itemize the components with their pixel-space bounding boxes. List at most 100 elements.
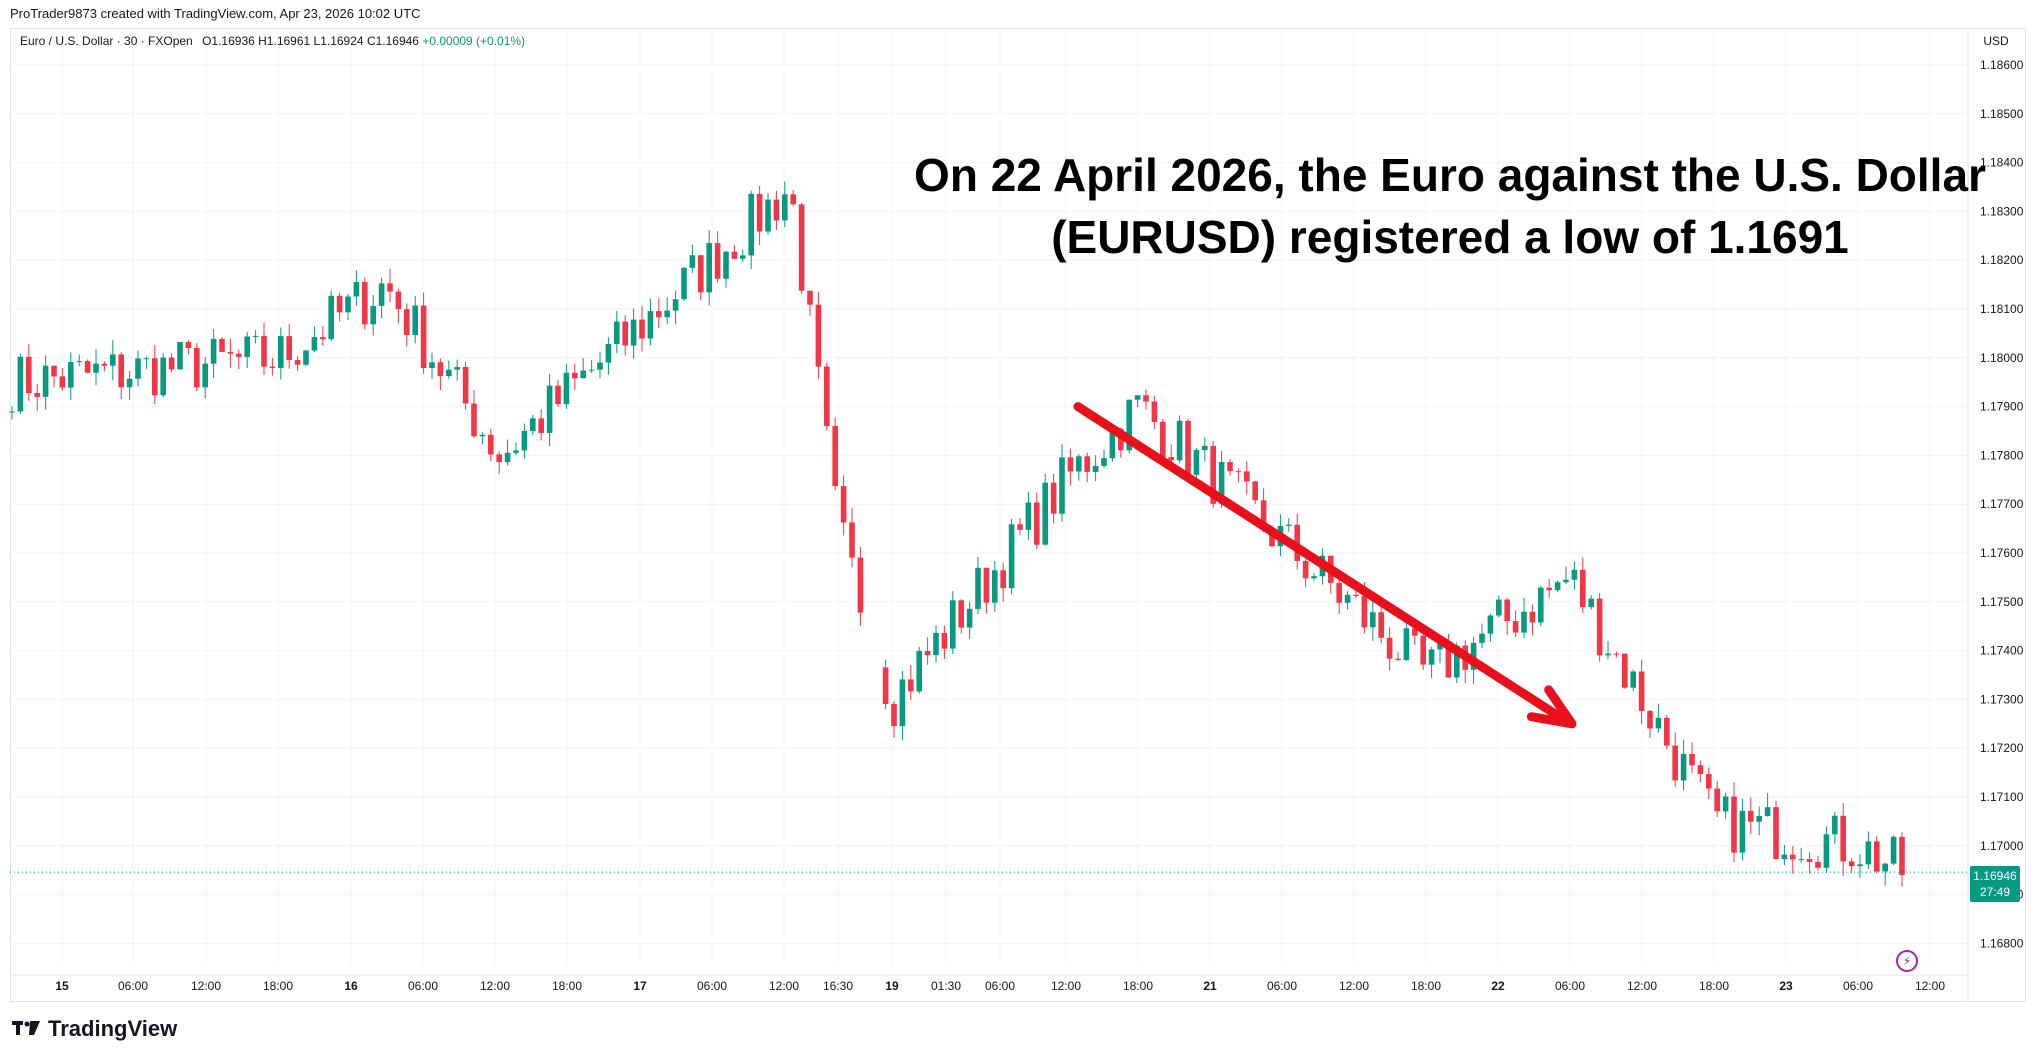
candle-body <box>1605 653 1611 656</box>
candle-body <box>1563 579 1569 583</box>
candle-body <box>1706 774 1712 789</box>
candle-body <box>555 385 561 405</box>
candle-body <box>1655 717 1662 729</box>
candle-body <box>446 369 452 377</box>
chart-frame <box>10 28 2026 1002</box>
x-tick-label: 18:00 <box>1411 979 1441 993</box>
symbol-name[interactable]: Euro / U.S. Dollar · 30 · FXOpen <box>20 34 193 48</box>
candle-body <box>1092 465 1099 472</box>
candle-body <box>1151 401 1158 422</box>
candle-body <box>1773 807 1779 860</box>
candle-body <box>488 434 494 455</box>
candle-body <box>1378 612 1384 638</box>
candle-body <box>1521 611 1527 633</box>
candle-body <box>1361 596 1368 628</box>
candle-body <box>1176 420 1183 461</box>
candle-body <box>639 319 645 339</box>
candle-body <box>1260 500 1267 529</box>
candle-body <box>1118 428 1124 451</box>
candle-body <box>933 632 939 656</box>
candle-body <box>1168 457 1174 461</box>
x-tick-label: 06:00 <box>697 979 727 993</box>
candle-body <box>404 309 410 335</box>
x-tick-label: 06:00 <box>1555 979 1585 993</box>
candle-body <box>1781 854 1788 860</box>
candle-body <box>1412 628 1418 636</box>
candle-body <box>252 335 259 337</box>
candle-body <box>1336 582 1342 603</box>
candle-body <box>1748 810 1754 822</box>
candle-body <box>1076 456 1082 472</box>
candle-body <box>471 403 477 437</box>
x-tick-label: 06:00 <box>985 979 1015 993</box>
candle-body <box>941 632 948 649</box>
x-tick-label: 12:00 <box>480 979 510 993</box>
candle-body <box>303 350 309 365</box>
x-tick-label: 22 <box>1491 979 1505 993</box>
lightning-icon[interactable]: ⚡ <box>1896 950 1918 972</box>
y-tick-label: 1.17800 <box>1980 448 2024 462</box>
candle-body <box>311 337 318 351</box>
x-tick-label: 19 <box>885 979 899 993</box>
candle-body <box>1395 658 1401 660</box>
candle-body <box>992 570 998 603</box>
candle-body <box>1588 598 1594 608</box>
candle-body <box>328 295 334 340</box>
candle-body <box>916 650 922 692</box>
x-tick-label: 06:00 <box>118 979 148 993</box>
candle-body <box>563 372 570 405</box>
candle-body <box>1252 481 1258 501</box>
candle-body <box>202 363 208 388</box>
candle-body <box>1806 859 1813 862</box>
candle-body <box>194 348 200 388</box>
candle-body <box>849 522 855 558</box>
legend-close: C1.16946 <box>366 34 419 48</box>
candle-body <box>412 305 418 335</box>
candle-body <box>622 321 628 346</box>
candle-body <box>1865 841 1872 865</box>
candle-body <box>1050 482 1057 514</box>
candle-body <box>437 362 444 377</box>
tradingview-logo[interactable]: TradingView <box>12 1016 177 1042</box>
candle-body <box>118 354 124 388</box>
candle-body <box>714 243 721 279</box>
last-price-value: 1.16946 <box>1973 869 2017 883</box>
candle-body <box>723 251 729 279</box>
candle-body <box>135 358 141 379</box>
candle-body <box>513 450 519 453</box>
candle-body <box>1370 612 1376 628</box>
candle-body <box>152 358 158 396</box>
candle-body <box>1202 445 1208 451</box>
candle-body <box>462 366 469 404</box>
candle-body <box>68 362 74 388</box>
candle-body <box>1134 395 1141 400</box>
candle-body <box>1504 599 1510 622</box>
candle-body <box>605 344 612 363</box>
candle-body <box>1580 569 1586 608</box>
candle-body <box>429 362 435 368</box>
y-tick-label: 1.17700 <box>1980 497 2024 511</box>
candle-body <box>1008 524 1015 589</box>
currency-label[interactable]: USD <box>1983 34 2009 48</box>
candle-body <box>672 299 679 311</box>
x-tick-label: 18:00 <box>1699 979 1729 993</box>
candle-body <box>219 338 225 352</box>
candle-body <box>479 434 486 437</box>
candle-body <box>1647 710 1653 729</box>
candle-body <box>1185 420 1191 475</box>
candle-body <box>1596 598 1603 656</box>
candle-body <box>42 365 49 397</box>
tradingview-logo-icon <box>12 1021 40 1035</box>
candle-body <box>101 363 108 366</box>
candle-body <box>286 336 292 360</box>
candle-body <box>891 703 897 727</box>
candle-body <box>815 304 822 367</box>
x-tick-label: 21 <box>1203 979 1217 993</box>
candle-body <box>1218 462 1225 504</box>
candle-body <box>51 365 57 377</box>
candle-body <box>698 255 704 293</box>
candle-body <box>950 600 956 649</box>
candle-body <box>420 305 427 368</box>
legend-low: L1.16924 <box>313 34 364 48</box>
